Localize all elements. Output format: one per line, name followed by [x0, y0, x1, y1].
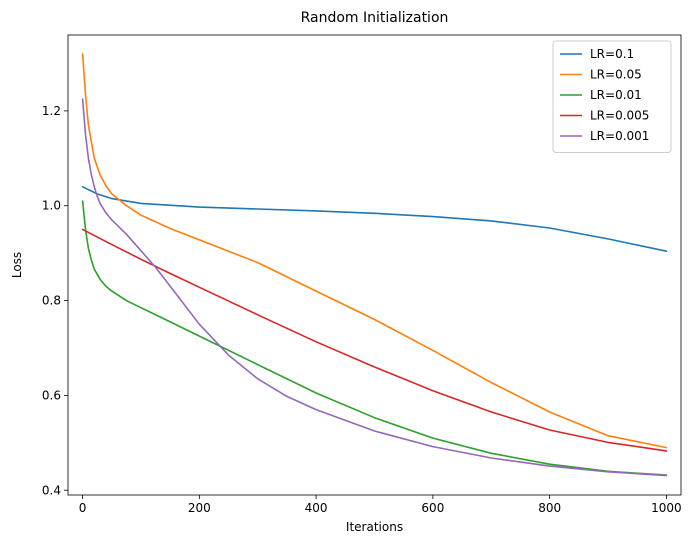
- plot-frame: [67, 34, 682, 496]
- legend-label-4: LR=0.001: [590, 129, 649, 143]
- y-tick-label: 0.4: [42, 483, 61, 497]
- series-line-1: [81, 53, 668, 449]
- legend-label-2: LR=0.01: [590, 88, 642, 102]
- y-axis-title: Loss: [10, 252, 24, 278]
- y-tick-label: 0.8: [42, 294, 61, 308]
- x-tick-label: 1000: [651, 501, 682, 515]
- legend: LR=0.1 LR=0.05 LR=0.01 LR=0.005 LR=0.001: [552, 40, 672, 153]
- y-tick-label: 1.2: [42, 104, 61, 118]
- x-tick-label: 800: [538, 501, 561, 515]
- x-tick-label: 400: [305, 501, 328, 515]
- series-line-4: [81, 98, 668, 477]
- y-tick-label: 0.6: [42, 388, 61, 402]
- legend-label-0: LR=0.1: [590, 47, 634, 61]
- x-tick-label: 0: [79, 501, 87, 515]
- plot-lines: [81, 53, 668, 477]
- x-axis-ticks: 0 200 400 600 800 1000: [79, 495, 682, 515]
- x-tick-label: 200: [188, 501, 211, 515]
- legend-box: [552, 40, 672, 153]
- series-line-2: [81, 200, 668, 476]
- legend-label-1: LR=0.05: [590, 68, 642, 82]
- chart-title: Random Initialization: [301, 10, 449, 26]
- y-tick-label: 1.0: [42, 199, 61, 213]
- series-line-3: [81, 228, 668, 452]
- x-axis-title: Iterations: [346, 520, 403, 534]
- y-axis-ticks: 0.4 0.6 0.8 1.0 1.2: [42, 104, 68, 497]
- legend-label-3: LR=0.005: [590, 109, 649, 123]
- series-line-0: [81, 186, 668, 252]
- x-tick-label: 600: [421, 501, 444, 515]
